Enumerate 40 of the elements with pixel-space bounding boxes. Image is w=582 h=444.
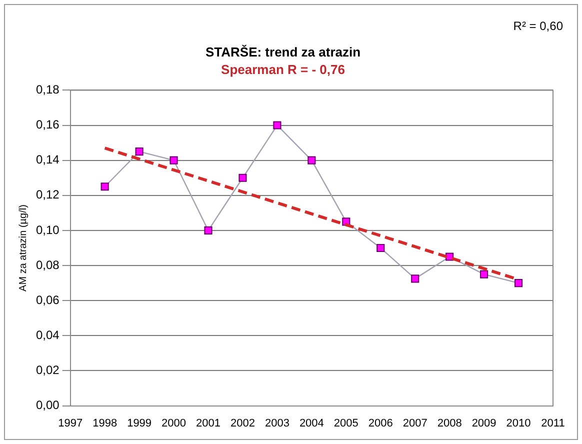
y-tick-label: 0,04 bbox=[36, 328, 60, 342]
point bbox=[376, 244, 385, 252]
y-tick-label: 0,02 bbox=[36, 363, 60, 378]
point bbox=[204, 226, 212, 234]
x-tick-label: 2010 bbox=[506, 417, 531, 430]
y-tick-label: 0,16 bbox=[36, 118, 60, 132]
text: R² = 0,60 bbox=[513, 19, 563, 33]
y-tick-label: 0,06 bbox=[36, 292, 60, 307]
chart-title: STARŠE: trend za atrazin bbox=[205, 44, 361, 60]
x-tick-label: 1999 bbox=[127, 417, 152, 430]
y-tick-label: 0,12 bbox=[36, 188, 60, 202]
chart-subtitle: Spearman R = - 0,76 bbox=[221, 62, 345, 77]
x-tick-label: 2004 bbox=[299, 417, 324, 430]
x-tick-label: 1997 bbox=[58, 417, 83, 430]
y-tick-label: 0,18 bbox=[36, 82, 60, 97]
x-tick-label: 2011 bbox=[541, 417, 565, 430]
x-tick-label: 2006 bbox=[368, 417, 393, 430]
x-tick-label: 2002 bbox=[230, 417, 255, 430]
point bbox=[238, 174, 247, 182]
point bbox=[100, 182, 109, 191]
x-tick-label: 2005 bbox=[334, 417, 358, 430]
point bbox=[308, 156, 316, 164]
x-tick-label: 2001 bbox=[196, 417, 220, 430]
point bbox=[514, 279, 523, 288]
point bbox=[170, 156, 178, 164]
x-tick-label: 2000 bbox=[162, 417, 186, 430]
x-tick-label: 1998 bbox=[92, 417, 118, 430]
y-axis-title: AM za atrazin (µg/l) bbox=[18, 204, 29, 292]
y-tick-label: 0,08 bbox=[36, 258, 60, 272]
y-tick-label: 0,00 bbox=[36, 398, 60, 412]
point bbox=[480, 270, 488, 278]
point bbox=[273, 121, 282, 130]
point bbox=[135, 148, 144, 156]
x-tick-label: 2007 bbox=[402, 417, 428, 430]
x-tick-label: 2003 bbox=[264, 417, 290, 430]
y-tick-label: 0,14 bbox=[36, 152, 60, 167]
x-tick-label: 2008 bbox=[437, 417, 462, 430]
point bbox=[411, 274, 420, 283]
x-tick-label: 2009 bbox=[472, 417, 496, 430]
y-tick-label: 0,10 bbox=[36, 222, 60, 237]
